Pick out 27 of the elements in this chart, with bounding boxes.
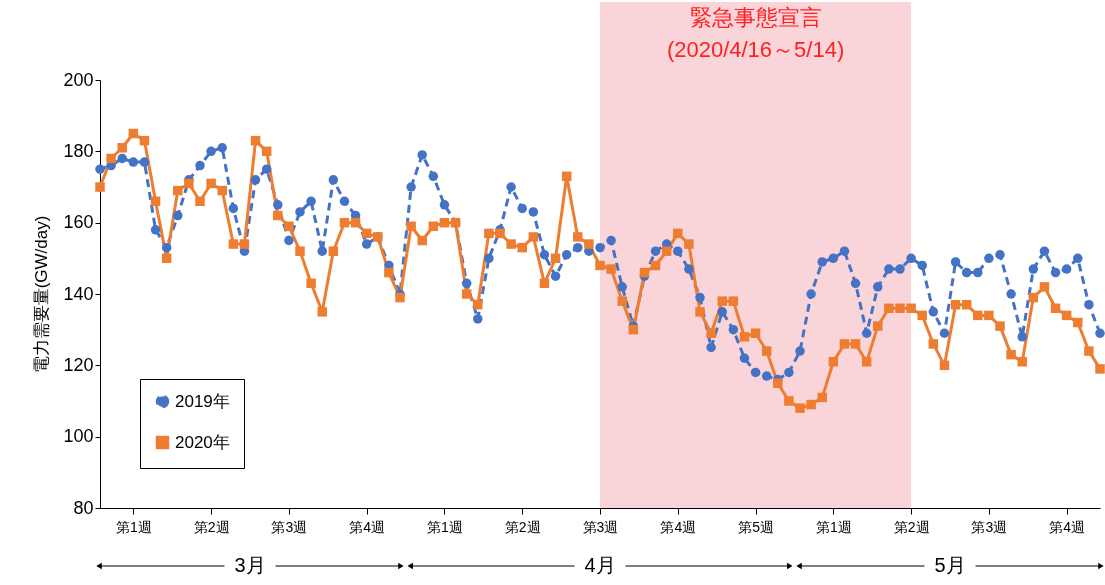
x-tick-label: 第1週	[115, 518, 152, 535]
x-tick-label: 第1週	[815, 518, 852, 535]
x-tick-label: 第1週	[427, 518, 463, 535]
x-tick-label: 第2週	[893, 518, 930, 535]
x-tick-label: 第5週	[738, 518, 774, 535]
y-tick-label: 160	[63, 212, 94, 233]
y-tick-label: 180	[63, 140, 94, 161]
x-tick-label: 第2週	[504, 518, 541, 535]
x-tick-label: 第2週	[193, 518, 230, 535]
y-tick-label: 200	[63, 69, 94, 90]
text: 4月	[584, 554, 616, 576]
y-tick-label: 120	[63, 354, 94, 375]
y-tick-label: 80	[73, 497, 94, 518]
x-tick-label: 第3週	[971, 518, 1008, 535]
y-tick-label: 100	[63, 426, 94, 447]
x-tick-label: 第4週	[1049, 518, 1086, 535]
text: 5月	[934, 554, 966, 576]
legend-label: 2020年	[175, 432, 230, 452]
text: 3月	[234, 554, 266, 576]
legend-label: 2019年	[175, 391, 230, 411]
y-tick-label: 140	[63, 283, 94, 304]
x-tick-label: 第3週	[271, 518, 308, 535]
x-tick-label: 第4週	[660, 518, 697, 535]
band-label: 緊急事態宣言 (2020/4/16～5/14)	[666, 5, 845, 62]
x-tick-label: 第4週	[349, 518, 386, 535]
y-axis-title: 電力需要量(GW/day)	[32, 215, 52, 374]
x-tick-label: 第3週	[582, 518, 619, 535]
